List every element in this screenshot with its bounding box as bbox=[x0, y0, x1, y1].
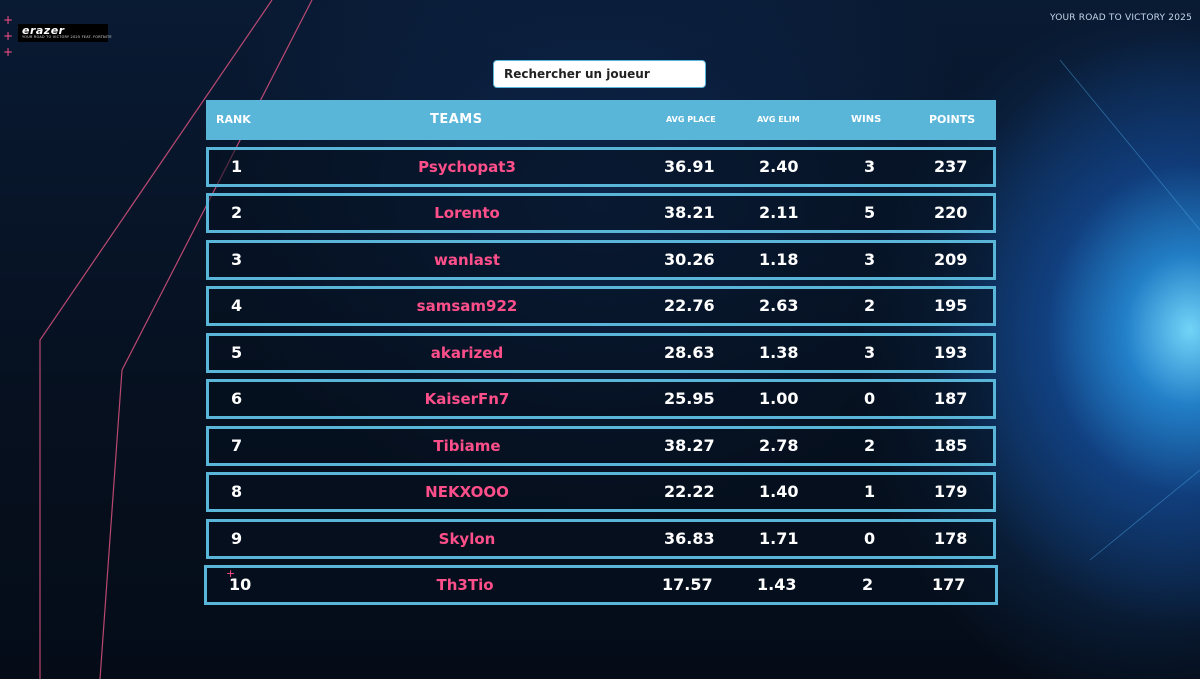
row-team-name: KaiserFn7 bbox=[424, 390, 510, 408]
row-wins: 3 bbox=[864, 343, 876, 362]
leaderboard-row[interactable]: 2 Lorento 38.21 2.11 5 220 bbox=[206, 193, 996, 233]
row-wins: 2 bbox=[862, 575, 874, 594]
leaderboard-row[interactable]: 10 Th3Tio 17.57 1.43 2 177 bbox=[204, 565, 998, 605]
row-avg-place: 28.63 bbox=[664, 343, 715, 362]
header-avg-elim: AVG ELIM bbox=[757, 115, 800, 124]
erazer-logo[interactable]: erazer YOUR ROAD TO VICTORY 2025 FEAT. F… bbox=[18, 24, 112, 42]
plus-icon: + bbox=[3, 29, 14, 43]
row-rank: 5 bbox=[231, 343, 243, 362]
row-avg-elim: 1.43 bbox=[757, 575, 797, 594]
plus-icon: + bbox=[3, 13, 14, 27]
row-team-name: akarized bbox=[430, 344, 504, 362]
header-points: POINTS bbox=[929, 113, 976, 126]
header-rank: RANK bbox=[216, 113, 251, 126]
row-wins: 5 bbox=[864, 203, 876, 222]
row-team-name: wanlast bbox=[433, 251, 501, 269]
row-avg-place: 30.26 bbox=[664, 250, 715, 269]
row-rank: 10 bbox=[229, 575, 252, 594]
row-points: 220 bbox=[934, 203, 968, 222]
row-avg-place: 22.22 bbox=[664, 482, 715, 501]
row-wins: 3 bbox=[864, 157, 876, 176]
row-wins: 0 bbox=[864, 529, 876, 548]
row-points: 209 bbox=[934, 250, 968, 269]
leaderboard-row[interactable]: 8 NEKXOOO 22.22 1.40 1 179 bbox=[206, 472, 996, 512]
row-rank: 3 bbox=[231, 250, 243, 269]
row-wins: 1 bbox=[864, 482, 876, 501]
row-rank: 4 bbox=[231, 296, 243, 315]
row-points: 178 bbox=[934, 529, 968, 548]
leaderboard-row[interactable]: 9 Skylon 36.83 1.71 0 178 bbox=[206, 519, 996, 559]
row-points: 179 bbox=[934, 482, 968, 501]
leaderboard-header: RANK TEAMS AVG PLACE AVG ELIM WINS POINT… bbox=[206, 100, 996, 140]
row-points: 193 bbox=[934, 343, 968, 362]
row-points: 177 bbox=[932, 575, 966, 594]
row-rank: 2 bbox=[231, 203, 243, 222]
header-wins: WINS bbox=[851, 114, 882, 125]
row-wins: 3 bbox=[864, 250, 876, 269]
player-search-input[interactable] bbox=[493, 60, 706, 88]
leaderboard-row[interactable]: 7 Tibiame 38.27 2.78 2 185 bbox=[206, 426, 996, 466]
logo-wordmark: erazer bbox=[22, 24, 65, 37]
row-team-name: Th3Tio bbox=[436, 576, 494, 594]
row-team-name: samsam922 bbox=[416, 297, 518, 315]
row-avg-place: 17.57 bbox=[662, 575, 713, 594]
row-avg-place: 22.76 bbox=[664, 296, 715, 315]
row-rank: 9 bbox=[231, 529, 243, 548]
leaderboard-row[interactable]: 3 wanlast 30.26 1.18 3 209 bbox=[206, 240, 996, 280]
row-avg-elim: 2.63 bbox=[759, 296, 799, 315]
row-avg-elim: 1.18 bbox=[759, 250, 799, 269]
row-team-name: Lorento bbox=[434, 204, 500, 222]
leaderboard: RANK TEAMS AVG PLACE AVG ELIM WINS POINT… bbox=[204, 100, 998, 605]
row-wins: 2 bbox=[864, 436, 876, 455]
leaderboard-row[interactable]: 4 samsam922 22.76 2.63 2 195 bbox=[206, 286, 996, 326]
row-rank: 7 bbox=[231, 436, 243, 455]
row-wins: 0 bbox=[864, 389, 876, 408]
row-avg-place: 36.83 bbox=[664, 529, 715, 548]
row-team-name: NEKXOOO bbox=[425, 483, 509, 501]
row-avg-elim: 1.71 bbox=[759, 529, 799, 548]
header-avg-place: AVG PLACE bbox=[666, 115, 716, 124]
row-avg-place: 38.27 bbox=[664, 436, 715, 455]
row-team-name: Skylon bbox=[438, 530, 496, 548]
row-avg-elim: 1.38 bbox=[759, 343, 799, 362]
row-points: 185 bbox=[934, 436, 968, 455]
row-points: 237 bbox=[934, 157, 968, 176]
row-rank: 8 bbox=[231, 482, 243, 501]
row-avg-place: 38.21 bbox=[664, 203, 715, 222]
row-avg-elim: 2.78 bbox=[759, 436, 799, 455]
row-team-name: Psychopat3 bbox=[418, 158, 516, 176]
row-avg-elim: 2.40 bbox=[759, 157, 799, 176]
row-wins: 2 bbox=[864, 296, 876, 315]
header-teams: TEAMS bbox=[430, 112, 483, 127]
row-avg-elim: 2.11 bbox=[759, 203, 799, 222]
row-avg-elim: 1.00 bbox=[759, 389, 799, 408]
row-avg-elim: 1.40 bbox=[759, 482, 799, 501]
plus-icon: + bbox=[226, 567, 236, 580]
row-team-name: Tibiame bbox=[433, 437, 501, 455]
leaderboard-row[interactable]: 6 KaiserFn7 25.95 1.00 0 187 bbox=[206, 379, 996, 419]
leaderboard-row[interactable]: 5 akarized 28.63 1.38 3 193 bbox=[206, 333, 996, 373]
row-points: 187 bbox=[934, 389, 968, 408]
row-points: 195 bbox=[934, 296, 968, 315]
row-avg-place: 25.95 bbox=[664, 389, 715, 408]
row-avg-place: 36.91 bbox=[664, 157, 715, 176]
event-tagline: YOUR ROAD TO VICTORY 2025 bbox=[1050, 13, 1192, 23]
leaderboard-row[interactable]: 1 Psychopat3 36.91 2.40 3 237 bbox=[206, 147, 996, 187]
row-rank: 1 bbox=[231, 157, 243, 176]
row-rank: 6 bbox=[231, 389, 243, 408]
plus-icon: + bbox=[3, 45, 14, 59]
logo-tagline: YOUR ROAD TO VICTORY 2025 FEAT. FORTNITE bbox=[22, 35, 112, 39]
